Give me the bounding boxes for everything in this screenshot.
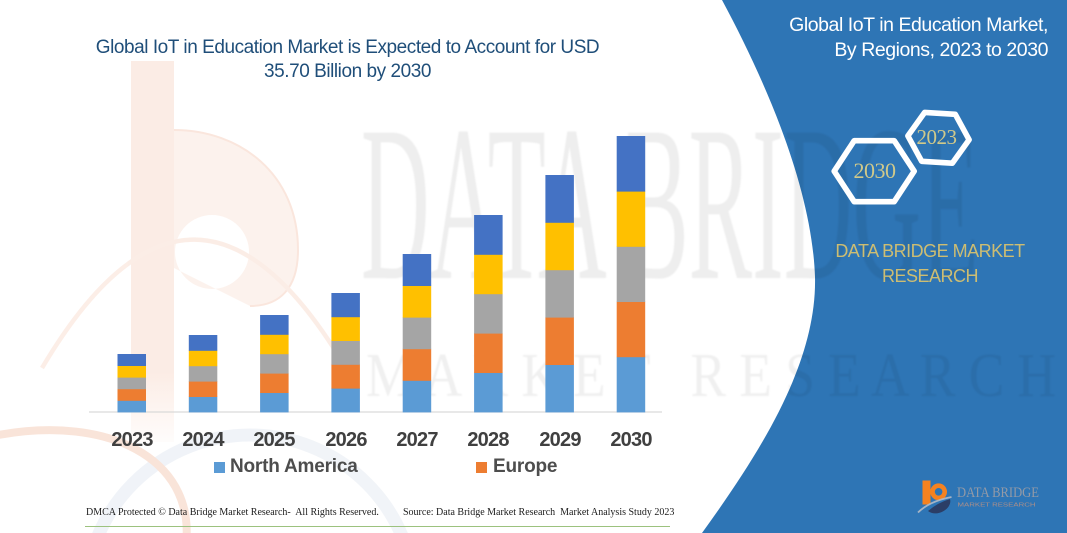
- svg-text:MARKET RESEARCH: MARKET RESEARCH: [958, 503, 1036, 509]
- svg-text:DATA BRIDGE: DATA BRIDGE: [957, 485, 1039, 501]
- svg-text:M A R K E T R E S E A R C H: M A R K E T R E S E A R C H: [366, 342, 1056, 410]
